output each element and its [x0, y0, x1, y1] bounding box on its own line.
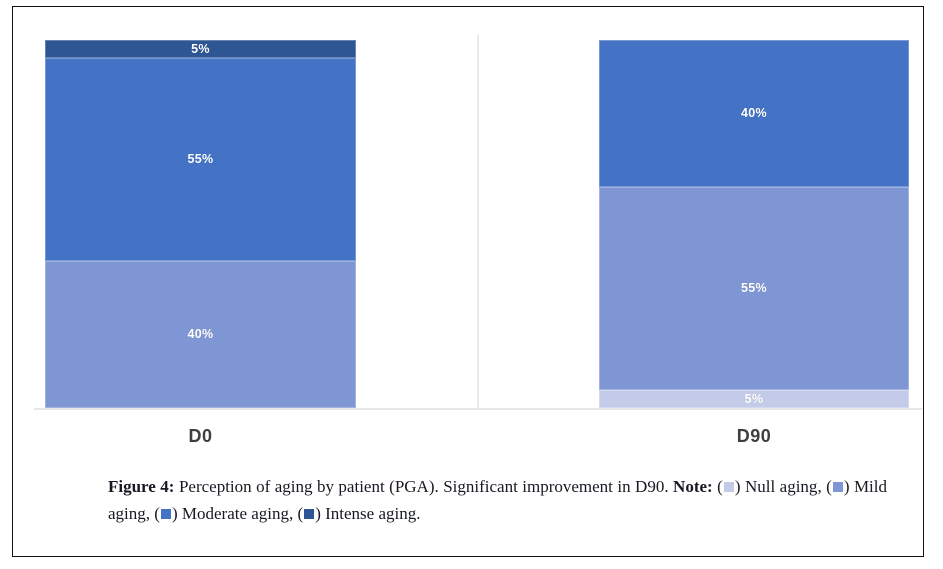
segment-mild-aging-d0: 40%	[45, 260, 356, 408]
figure-frame: 5% 55% 40% 40% 55% 5% D0 D90 Figure 4: Percept…	[12, 6, 924, 557]
legend-label-null-aging: Null aging	[744, 477, 818, 496]
segment-moderate-aging-d90: 40%	[599, 40, 909, 188]
figure-label: Figure 4:	[108, 477, 175, 496]
legend-swatch-mild-aging	[832, 482, 843, 492]
figure-caption: Figure 4: Perception of aging by patient…	[108, 473, 887, 527]
bar-d0: 5% 55% 40%	[45, 40, 356, 408]
legend-swatch-moderate-aging	[160, 509, 171, 519]
segment-mild-aging-d90: 55%	[599, 187, 909, 390]
segment-moderate-aging-d0: 55%	[45, 58, 356, 261]
legend-label-moderate-aging: Moderate aging	[181, 504, 290, 523]
segment-null-aging-d90: 5%	[599, 389, 909, 408]
segment-value-label: 5%	[744, 391, 764, 406]
category-label-d90: D90	[736, 426, 772, 446]
note-label: Note:	[673, 477, 713, 496]
legend-label-mild-aging: Mild aging	[108, 477, 887, 523]
caption-text: Perception of aging by patient (PGA). Si…	[178, 477, 669, 496]
caption-legend: () Null aging, () Mild aging, () Moderat…	[108, 477, 887, 523]
x-axis-line	[34, 408, 922, 410]
legend-label-intense-aging: Intense aging	[325, 504, 417, 523]
segment-value-label: 55%	[187, 152, 214, 167]
legend-swatch-null-aging	[723, 482, 734, 492]
segment-value-label: 55%	[741, 281, 767, 296]
segment-value-label: 40%	[741, 106, 767, 121]
pga-stacked-bar-chart: 5% 55% 40% 40% 55% 5% D0 D90	[13, 7, 923, 477]
segment-intense-aging-d0: 5%	[45, 40, 356, 59]
segment-value-label: 5%	[191, 41, 210, 56]
bar-d90: 40% 55% 5%	[599, 40, 909, 408]
segment-value-label: 40%	[187, 327, 214, 342]
legend-swatch-intense-aging	[304, 509, 315, 519]
category-divider-line	[477, 34, 479, 408]
category-label-d0: D0	[188, 426, 213, 446]
